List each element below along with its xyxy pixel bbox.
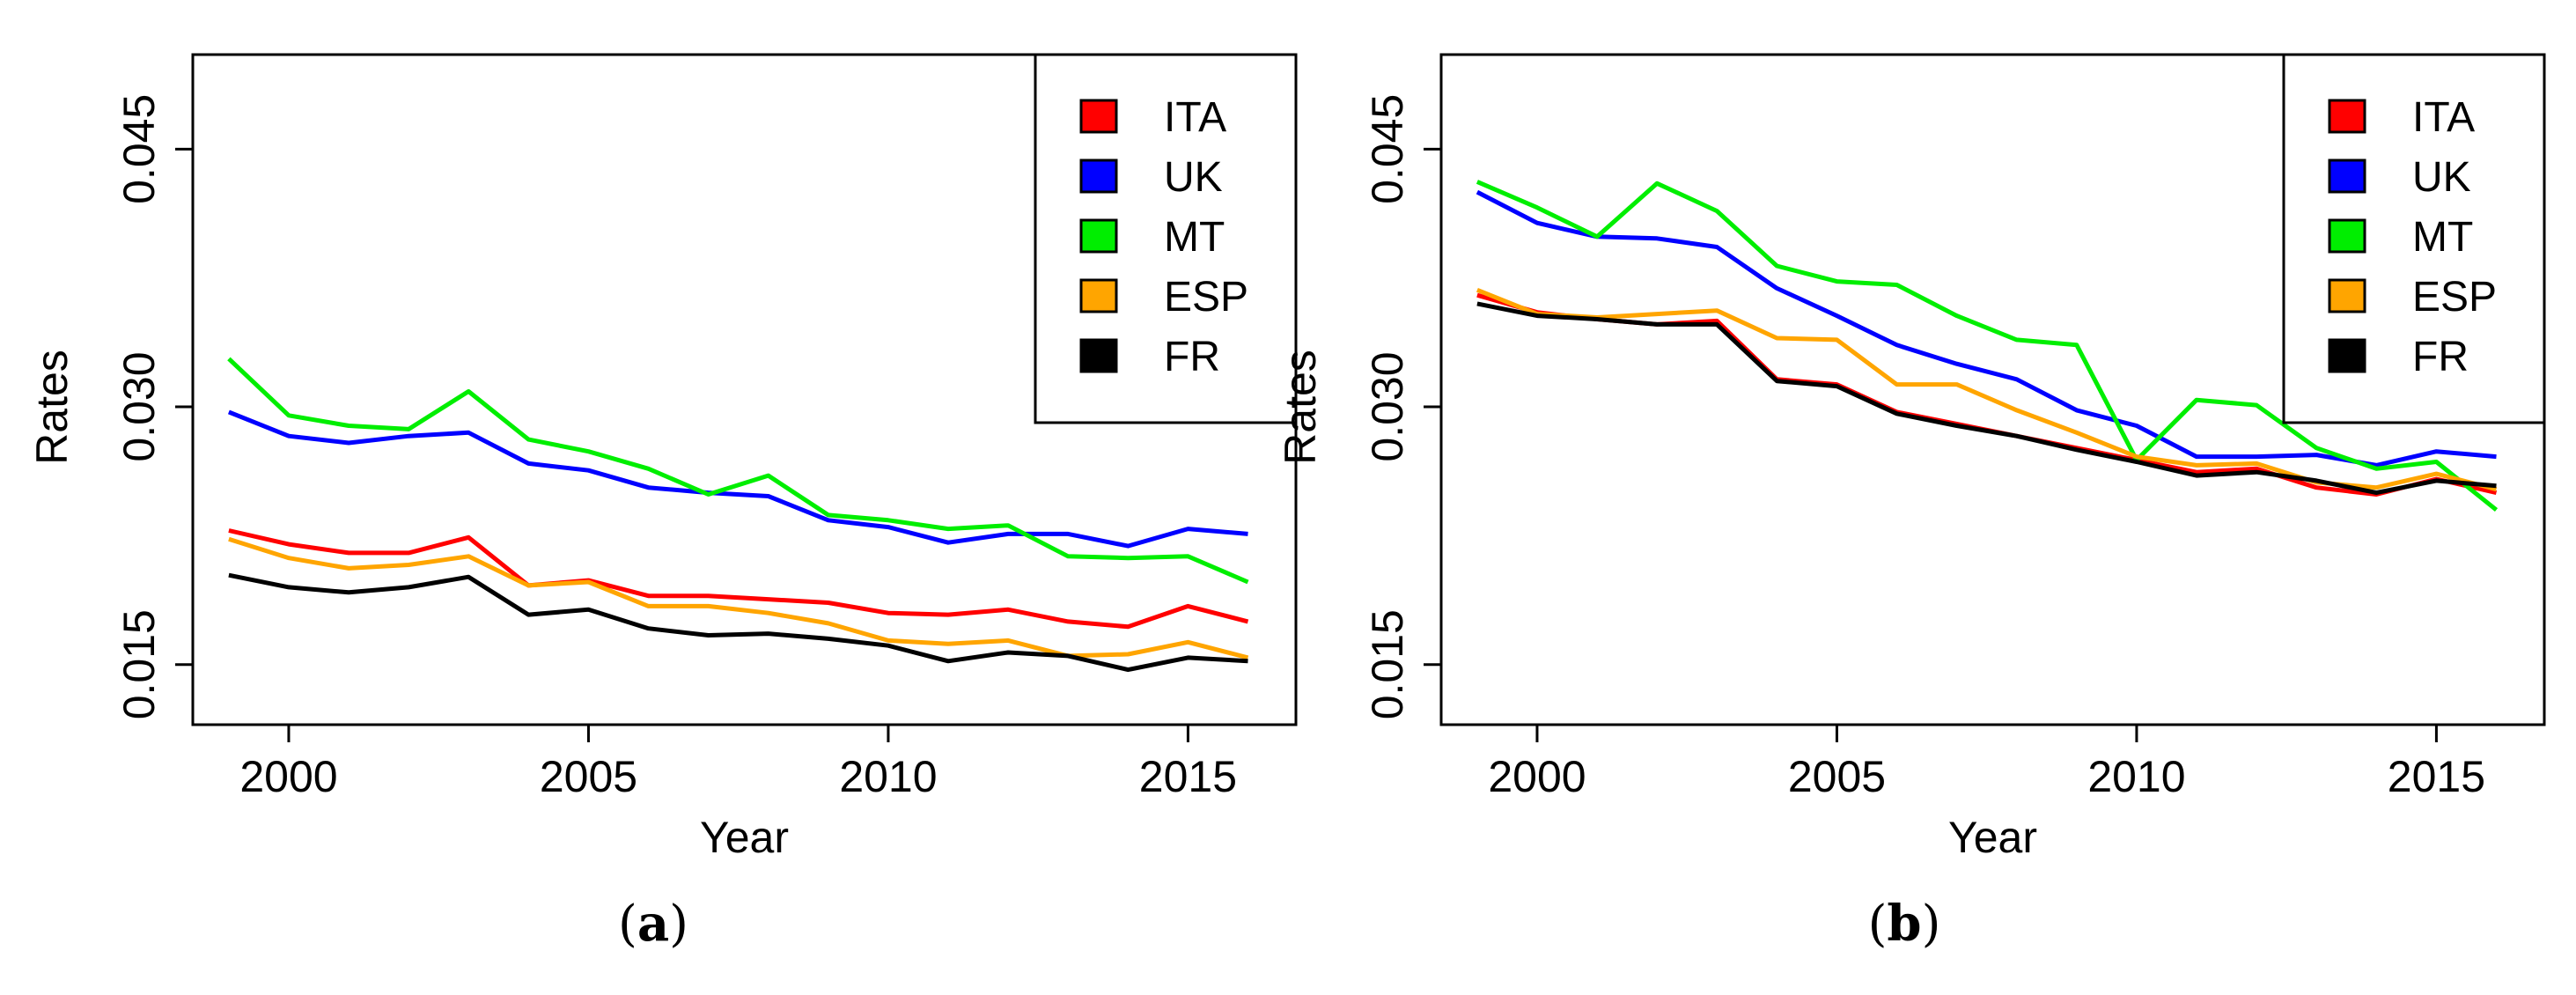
legend-swatch-uk xyxy=(1079,158,1118,194)
legend-label-ita: ITA xyxy=(2412,94,2475,141)
legend-swatch-fr xyxy=(1079,338,1118,373)
series-line-esp xyxy=(228,536,1249,660)
legend-label-esp: ESP xyxy=(2412,274,2497,321)
legend-label-mt: MT xyxy=(2412,214,2473,261)
series-line-fr xyxy=(1476,301,2497,496)
series-line-mt xyxy=(227,357,1249,585)
legend-label-esp: ESP xyxy=(1164,274,1248,321)
legend-swatch-mt xyxy=(2328,218,2366,254)
y-tick-label: 0.045 xyxy=(1363,94,1412,204)
x-tick-label: 2015 xyxy=(2388,752,2485,801)
legend-label-mt: MT xyxy=(1164,214,1225,261)
y-axis-label: Rates xyxy=(1276,350,1325,465)
legend-swatch-uk xyxy=(2328,158,2366,194)
y-tick-label: 0.030 xyxy=(1363,351,1412,461)
series-line-mt xyxy=(1476,180,2499,512)
series-line-ita xyxy=(228,528,1249,630)
series-line-fr xyxy=(228,572,1248,673)
series-line-uk xyxy=(227,409,1248,549)
chart-panel-a: 2000 2005 2010 2015 0.015 0.030 0.045 Year Rates… xyxy=(27,53,1298,953)
y-axis-label: Rates xyxy=(27,350,77,465)
x-axis-label: Year xyxy=(700,813,789,862)
x-tick-label: 2000 xyxy=(1488,752,1586,801)
x-tick-label: 2010 xyxy=(2087,752,2185,801)
legend-swatch-ita xyxy=(1079,99,1118,134)
legend-swatch-fr xyxy=(2328,338,2366,373)
y-tick-label: 0.045 xyxy=(114,94,164,204)
legend-box xyxy=(1034,53,1298,424)
y-tick-label: 0.030 xyxy=(114,351,164,461)
legend-label-uk: UK xyxy=(2412,154,2471,201)
x-tick-label: 2005 xyxy=(1788,752,1886,801)
legend-swatch-esp xyxy=(1079,278,1118,313)
legend-label-ita: ITA xyxy=(1164,94,1226,141)
series-line-uk xyxy=(1476,189,2497,468)
legend-box xyxy=(2282,53,2546,424)
x-tick-label: 2005 xyxy=(540,752,637,801)
legend-swatch-mt xyxy=(1079,218,1118,254)
legend-swatch-ita xyxy=(2328,99,2366,134)
legend-label-fr: FR xyxy=(2412,334,2469,380)
legend-swatch-esp xyxy=(2328,278,2366,313)
x-tick-label: 2010 xyxy=(839,752,937,801)
panel-caption: (b) xyxy=(1868,895,1941,953)
legend-label-uk: UK xyxy=(1164,154,1223,201)
x-axis-label: Year xyxy=(1948,813,2037,862)
chart-panel-b: 2000 2005 2010 2015 0.015 0.030 0.045 Year Rates… xyxy=(1276,53,2546,953)
y-tick-label: 0.015 xyxy=(1363,609,1412,719)
y-tick-label: 0.015 xyxy=(114,609,164,719)
legend-label-fr: FR xyxy=(1164,334,1220,380)
x-tick-label: 2000 xyxy=(239,752,337,801)
x-tick-label: 2015 xyxy=(1139,752,1237,801)
panel-caption: (a) xyxy=(618,895,688,953)
